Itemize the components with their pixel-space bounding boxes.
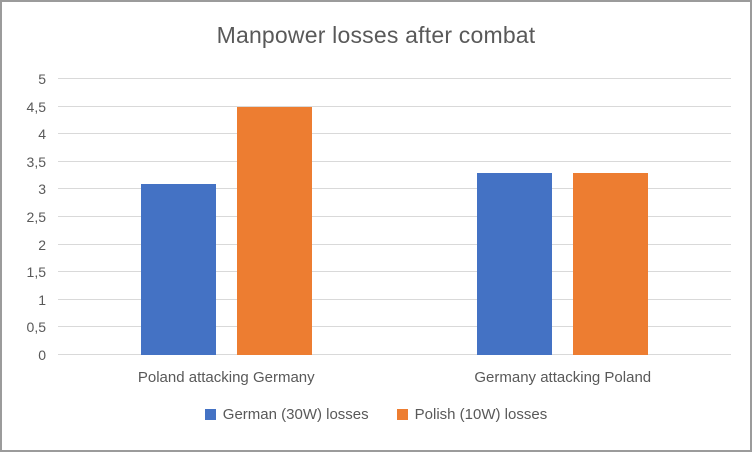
y-tick-label: 0 bbox=[38, 347, 46, 363]
bar-group bbox=[58, 79, 395, 355]
y-tick-label: 5 bbox=[38, 71, 46, 87]
chart-title: Manpower losses after combat bbox=[216, 22, 536, 48]
y-tick-label: 2,5 bbox=[26, 209, 46, 225]
plot-area bbox=[58, 78, 731, 355]
y-tick-label: 3,5 bbox=[26, 153, 46, 170]
gridline bbox=[58, 354, 731, 355]
y-axis: 0 0,5 1 1,5 2 2,5 3 3,5 4 4,5 5 bbox=[2, 72, 50, 362]
y-tick-label: 2 bbox=[38, 236, 46, 253]
bar-group bbox=[395, 79, 732, 355]
gridline bbox=[58, 188, 731, 190]
y-tick-label: 4 bbox=[38, 126, 46, 143]
legend: German (30W) losses Polish (10W) losses bbox=[2, 406, 750, 423]
gridline bbox=[58, 326, 731, 328]
gridline bbox=[58, 160, 731, 162]
gridline bbox=[58, 243, 731, 245]
category-label: Germany attacking Poland bbox=[474, 369, 652, 386]
y-tick-label: 3 bbox=[38, 181, 46, 198]
legend-swatch-icon bbox=[204, 409, 216, 420]
x-axis-labels: Poland attacking Germany Germany attackin… bbox=[58, 369, 731, 386]
gridline bbox=[58, 105, 731, 107]
legend-label: Polish (10W) losses bbox=[414, 406, 548, 423]
legend-swatch-icon bbox=[396, 409, 408, 420]
gridline bbox=[58, 298, 731, 300]
bar-german-30w-losses bbox=[477, 172, 553, 355]
y-tick-label: 1,5 bbox=[26, 264, 46, 281]
gridline bbox=[58, 78, 731, 79]
bar-german-30w-losses bbox=[140, 183, 216, 355]
gridline bbox=[58, 271, 731, 273]
bar-polish-10w-losses bbox=[236, 106, 312, 355]
y-tick-label: 4,5 bbox=[26, 98, 46, 115]
y-tick-label: 0,5 bbox=[26, 319, 46, 336]
bar-groups bbox=[58, 79, 731, 355]
y-tick-label: 1 bbox=[38, 291, 46, 308]
gridline bbox=[58, 216, 731, 217]
legend-item: Polish (10W) losses bbox=[396, 406, 548, 423]
bar-polish-10w-losses bbox=[573, 172, 649, 355]
legend-label: German (30W) losses bbox=[222, 406, 369, 423]
gridline bbox=[58, 133, 731, 135]
category-label: Poland attacking Germany bbox=[137, 369, 315, 386]
legend-item: German (30W) losses bbox=[204, 406, 369, 423]
